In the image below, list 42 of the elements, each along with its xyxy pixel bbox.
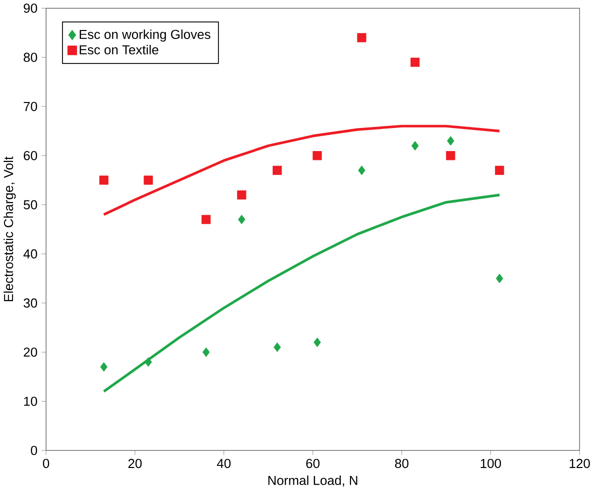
point [312, 150, 322, 160]
legend-label: Esc on Textile [80, 44, 158, 54]
point [99, 176, 108, 185]
point [410, 58, 420, 67]
point [357, 33, 366, 42]
point [446, 150, 456, 160]
x-axis-title: Normal Load, N [268, 475, 358, 486]
point [446, 136, 454, 146]
point [144, 357, 152, 367]
legend-label: Esc on working Gloves [80, 29, 210, 42]
point [494, 166, 504, 175]
y-tick-label: 70 [24, 102, 38, 111]
point [202, 214, 211, 224]
y-tick-label: 40 [23, 249, 38, 258]
point [411, 140, 419, 150]
y-tick-label: 30 [24, 298, 38, 308]
x-tick-label: 120 [570, 458, 590, 468]
point [100, 362, 108, 372]
point [358, 165, 366, 176]
x-tick-label: 40 [216, 458, 231, 468]
point [238, 214, 246, 224]
y-tick-label: 60 [24, 150, 38, 160]
line-series [102, 194, 501, 393]
x-tick-label: 100 [480, 458, 501, 468]
point [202, 347, 210, 357]
y-tick-label: 20 [24, 347, 38, 357]
y-tick-label: 80 [24, 52, 38, 62]
y-tick-label: 50 [24, 200, 38, 210]
point [237, 190, 246, 200]
x-tick-label: 0 [42, 458, 50, 468]
point [274, 342, 281, 352]
y-tick-label: 90 [24, 4, 38, 13]
y-tick-label: 0 [30, 446, 38, 455]
point [314, 337, 321, 348]
x-tick-label: 20 [128, 458, 142, 468]
x-tick-label: 60 [306, 458, 320, 468]
y-tick-label: 10 [24, 396, 38, 406]
x-tick-label: 80 [395, 458, 408, 468]
point [496, 274, 504, 284]
point [144, 176, 153, 185]
y-axis-title: Electrostatic Charge, Volt [4, 156, 16, 302]
point [272, 166, 282, 175]
